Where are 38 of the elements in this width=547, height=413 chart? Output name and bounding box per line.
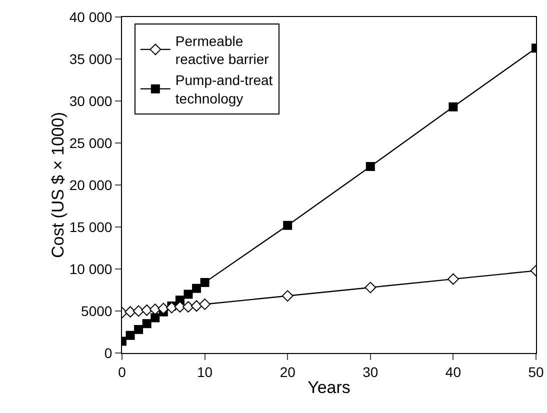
point: [448, 273, 459, 285]
point: [448, 102, 458, 112]
point: [199, 298, 210, 310]
y-tick-label: 35 000: [69, 50, 112, 67]
x-axis-title: Years: [308, 378, 350, 398]
y-tick-label: 20 000: [69, 176, 112, 193]
y-tick-label: 10 000: [69, 260, 112, 277]
y-tick-label: 0: [104, 344, 112, 361]
y-tick-label: 25 000: [69, 134, 112, 151]
point: [174, 301, 186, 312]
x-tick-label: 0: [118, 364, 126, 380]
point: [134, 324, 144, 334]
point: [364, 282, 376, 294]
point: [126, 330, 135, 340]
y-tick-label: 40 000: [69, 8, 112, 25]
y-tick-label: 15 000: [69, 218, 112, 235]
x-tick-label: 10: [197, 364, 213, 380]
point: [190, 300, 202, 312]
y-tick-label: 30 000: [69, 92, 112, 109]
point: [200, 278, 210, 287]
point: [124, 306, 136, 318]
x-tick-label: 40: [445, 364, 462, 380]
x-tick-label: 20: [280, 364, 296, 380]
point: [192, 284, 202, 293]
point: [282, 290, 294, 302]
y-axis-title: Cost (US $ × 1000): [48, 112, 68, 258]
point: [184, 290, 193, 299]
point: [283, 220, 292, 230]
point: [142, 319, 152, 328]
x-tick-label: 30: [362, 364, 378, 380]
point: [166, 302, 178, 314]
point: [141, 304, 153, 316]
legend-label: Pump-and-treat technology: [175, 72, 273, 106]
point: [366, 162, 375, 172]
y-tick-label: 5000: [81, 302, 112, 319]
point: [150, 313, 160, 322]
legend-label: Permeable reactive barrier: [175, 32, 270, 67]
x-tick-label: 50: [528, 364, 544, 380]
